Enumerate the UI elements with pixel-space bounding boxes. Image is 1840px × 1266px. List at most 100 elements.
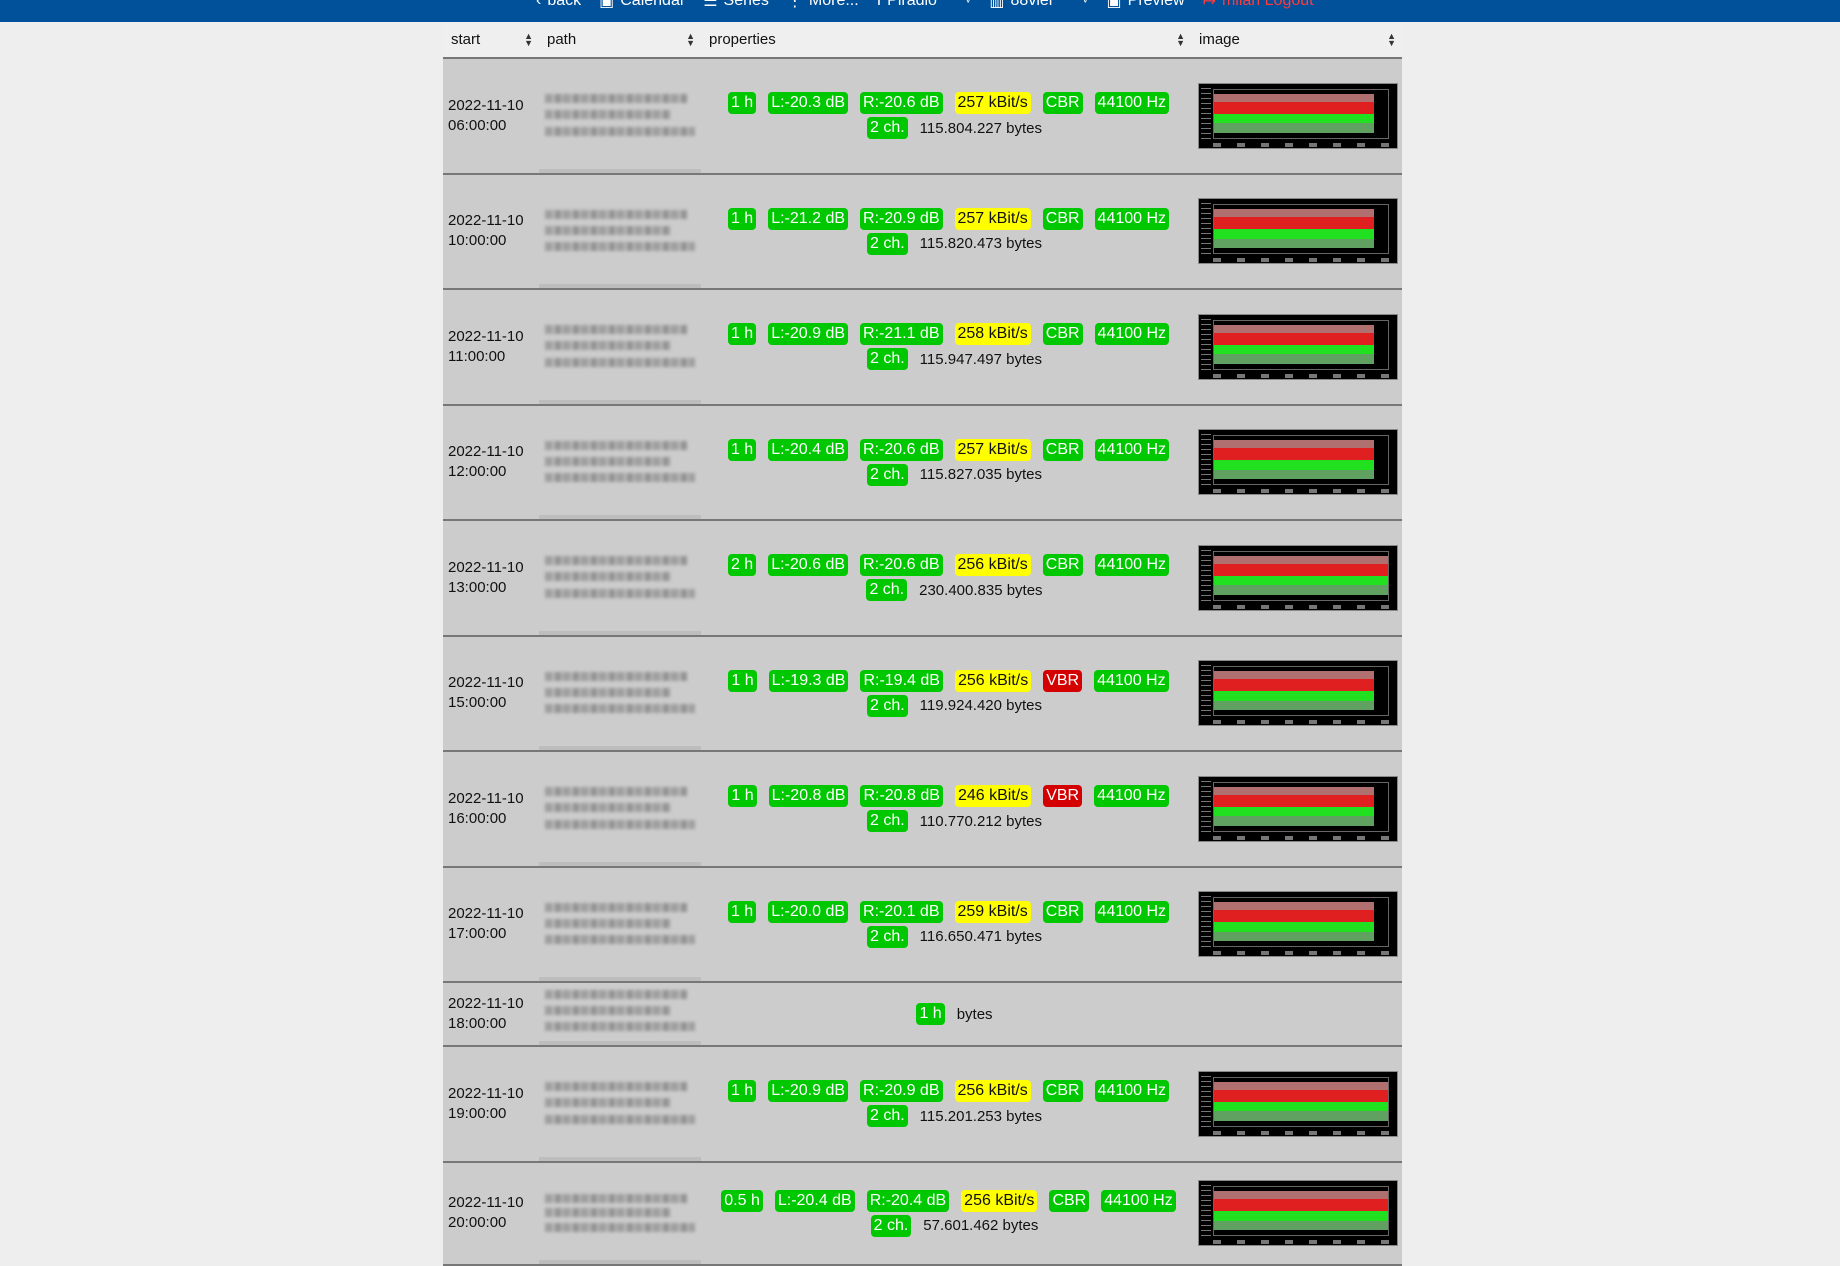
nav-piradio[interactable]: Ϊ Piradio ˅: [877, 0, 972, 11]
table-row[interactable]: 2022-11-10 16:00:00 1 h L:-20.8 dB R:-20.8 …: [443, 752, 1402, 868]
image-cell: [1191, 983, 1402, 1045]
table-row[interactable]: 2022-11-10 15:00:00 1 h L:-19.3 dB R:-19.4 …: [443, 636, 1402, 752]
file-size: 119.924.420 bytes: [919, 697, 1042, 715]
right-level-badge: R:-19.4 dB: [860, 669, 943, 692]
sort-icon[interactable]: ▲ ▼: [1387, 30, 1396, 48]
table-row[interactable]: 2022-11-10 18:00:00 1 h bytes: [443, 983, 1402, 1047]
waveform-image[interactable]: [1198, 1180, 1398, 1246]
table-row[interactable]: 2022-11-10 11:00:00 1 h L:-20.9 dB R:-21.1 …: [443, 290, 1402, 406]
back-icon: ‹: [536, 0, 542, 9]
left-level-badge: L:-20.8 dB: [768, 785, 849, 808]
waveform-image[interactable]: [1198, 198, 1398, 265]
column-header-path[interactable]: path ▲ ▼: [547, 30, 695, 48]
waveform-image[interactable]: [1198, 891, 1398, 958]
start-cell: 2022-11-10 18:00:00: [448, 995, 524, 1032]
sort-icon[interactable]: ▲ ▼: [1176, 30, 1185, 48]
waveform-image[interactable]: [1198, 429, 1398, 496]
left-level-badge: L:-20.4 dB: [774, 1189, 855, 1212]
duration-badge: 1 h: [727, 438, 757, 461]
left-level-badge: L:-20.0 dB: [768, 900, 849, 923]
properties-cell: 1 h L:-20.3 dB R:-20.6 dB 257 kBit/s CBR 4410…: [701, 59, 1191, 173]
table-row[interactable]: 2022-11-10 13:00:00 2 h L:-20.6 dB R:-20.6 …: [443, 521, 1402, 637]
nav-more[interactable]: ⋮ More...: [787, 0, 859, 11]
waveform-image[interactable]: [1198, 1070, 1398, 1137]
start-cell: 2022-11-10 19:00:00: [448, 1084, 524, 1122]
top-navigation-bar: ‹ back ▣ Calendar ☰ Series ⋮ More... Ϊ Piradio ˅ ▥ 8…: [0, 0, 1840, 22]
duration-badge: 2 h: [727, 554, 757, 577]
waveform-image[interactable]: [1198, 313, 1398, 380]
column-header-properties[interactable]: properties ▲ ▼: [709, 30, 1185, 48]
sort-icon[interactable]: ▲ ▼: [686, 30, 695, 48]
left-level-badge: L:-20.9 dB: [768, 323, 849, 346]
bitrate-badge: 256 kBit/s: [961, 1189, 1038, 1212]
bitrate-badge: 257 kBit/s: [954, 92, 1031, 115]
bitrate-badge: 258 kBit/s: [954, 323, 1031, 346]
column-header-start[interactable]: start ▲ ▼: [451, 30, 533, 48]
bitrate-mode-badge: CBR: [1049, 1189, 1090, 1212]
sort-icon[interactable]: ▲ ▼: [524, 30, 533, 48]
waveform-image[interactable]: [1198, 775, 1398, 842]
path-cell-blurred: [539, 1047, 701, 1161]
bitrate-badge: 256 kBit/s: [954, 1080, 1031, 1103]
bitrate-badge: 256 kBit/s: [954, 554, 1031, 577]
nav-series[interactable]: ☰ Series: [703, 0, 769, 11]
samplerate-badge: 44100 Hz: [1094, 900, 1170, 923]
samplerate-badge: 44100 Hz: [1094, 323, 1170, 346]
image-cell: [1191, 59, 1402, 173]
start-cell: 2022-11-10 13:00:00: [448, 558, 524, 596]
nav-calendar[interactable]: ▣ Calendar: [599, 0, 685, 11]
path-cell-blurred: [539, 175, 701, 288]
table-row[interactable]: 2022-11-10 06:00:00 1 h L:-20.3 dB R:-20.6 …: [443, 59, 1402, 175]
chevron-down-icon[interactable]: ˅: [1082, 0, 1089, 7]
left-level-badge: L:-21.2 dB: [768, 207, 849, 230]
bitrate-mode-badge: CBR: [1042, 900, 1083, 923]
bitrate-badge: 256 kBit/s: [954, 669, 1032, 692]
table-row[interactable]: 2022-11-10 10:00:00 1 h L:-21.2 dB R:-20.9 …: [443, 174, 1402, 290]
nav-back[interactable]: ‹ back: [536, 0, 581, 11]
channels-badge: 2 ch.: [866, 810, 908, 833]
bitrate-badge: 259 kBit/s: [954, 900, 1031, 923]
channels-badge: 2 ch.: [866, 463, 908, 486]
right-level-badge: R:-20.9 dB: [860, 207, 943, 230]
logout-icon: ↦: [1202, 0, 1216, 10]
samplerate-badge: 44100 Hz: [1094, 554, 1170, 577]
duration-badge: 1 h: [727, 1080, 757, 1103]
chevron-down-icon[interactable]: ˅: [964, 0, 972, 7]
table-row[interactable]: 2022-11-10 19:00:00 1 h L:-20.9 dB R:-20.9 …: [443, 1047, 1402, 1163]
duration-badge: 1 h: [727, 900, 757, 923]
waveform-image[interactable]: [1198, 82, 1398, 149]
left-level-badge: L:-19.3 dB: [768, 669, 849, 692]
file-size: 115.947.497 bytes: [919, 350, 1042, 368]
start-cell: 2022-11-10 17:00:00: [448, 905, 524, 943]
left-level-badge: L:-20.9 dB: [768, 1080, 849, 1103]
right-level-badge: R:-20.6 dB: [860, 438, 943, 461]
path-cell-blurred: [539, 637, 701, 750]
channels-badge: 2 ch.: [866, 579, 908, 602]
properties-cell: 0.5 h L:-20.4 dB R:-20.4 dB 256 kBit/s CBR 44…: [701, 1163, 1191, 1264]
nav-milan-logout[interactable]: ↦ milan Logout: [1203, 0, 1314, 11]
column-header-image[interactable]: image ▲ ▼: [1199, 30, 1396, 48]
table-row[interactable]: 2022-11-10 20:00:00 0.5 h L:-20.4 dB R:-20.…: [443, 1162, 1402, 1266]
table-row[interactable]: 2022-11-10 12:00:00 1 h L:-20.4 dB R:-20.6 …: [443, 405, 1402, 521]
channels-badge: 2 ch.: [866, 925, 908, 948]
path-cell-blurred: [539, 290, 701, 404]
samplerate-badge: 44100 Hz: [1094, 669, 1169, 692]
right-level-badge: R:-20.6 dB: [860, 554, 943, 577]
path-cell-blurred: [539, 406, 701, 519]
duration-badge: 1 h: [727, 92, 757, 115]
bitrate-badge: 257 kBit/s: [954, 207, 1031, 230]
bitrate-mode-badge: CBR: [1042, 207, 1083, 230]
nav-preview[interactable]: ▣ Preview: [1107, 0, 1185, 11]
bitrate-mode-badge: CBR: [1042, 92, 1083, 115]
right-level-badge: R:-20.6 dB: [860, 92, 943, 115]
path-cell-blurred: [539, 521, 701, 635]
recordings-table: start ▲ ▼ path ▲ ▼ properties ▲ ▼ image ▲ ▼ 2022…: [443, 22, 1402, 1266]
samplerate-badge: 44100 Hz: [1101, 1189, 1176, 1212]
waveform-image[interactable]: [1198, 544, 1398, 611]
waveform-image[interactable]: [1198, 660, 1398, 727]
nav-88vier[interactable]: ▥ 88vier ˅: [989, 0, 1088, 11]
duration-badge: 0.5 h: [721, 1189, 763, 1212]
table-row[interactable]: 2022-11-10 17:00:00 1 h L:-20.0 dB R:-20.1 …: [443, 867, 1402, 983]
properties-cell: 2 h L:-20.6 dB R:-20.6 dB 256 kBit/s CBR 4410…: [701, 521, 1191, 635]
file-size: 57.601.462 bytes: [923, 1217, 1039, 1234]
